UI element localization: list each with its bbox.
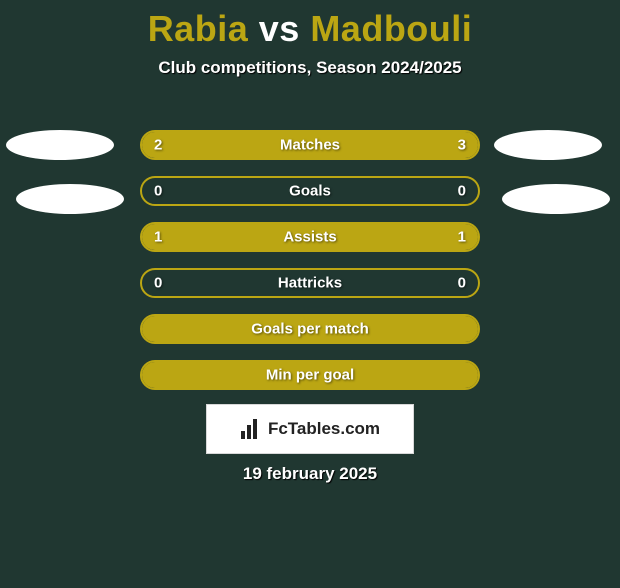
stat-value-right: 1 <box>458 229 466 246</box>
stat-label: Goals <box>289 183 331 200</box>
avatar-placeholder-left-2 <box>16 184 124 214</box>
stat-label: Matches <box>280 137 340 154</box>
stat-row: Min per goal <box>140 360 480 390</box>
bar-chart-icon <box>240 419 262 439</box>
title-player2: Madbouli <box>310 8 472 49</box>
stat-value-right: 3 <box>458 137 466 154</box>
stat-label: Hattricks <box>278 275 342 292</box>
stat-row: 0 0 Goals <box>140 176 480 206</box>
stat-row: 0 0 Hattricks <box>140 268 480 298</box>
title-vs: vs <box>259 8 300 49</box>
stat-value-left: 0 <box>154 275 162 292</box>
stat-value-left: 0 <box>154 183 162 200</box>
stat-label: Assists <box>283 229 336 246</box>
avatar-placeholder-right-1 <box>494 130 602 160</box>
badge-text-fc: Fc <box>268 419 288 438</box>
badge-text-rest: Tables.com <box>288 419 380 438</box>
subtitle: Club competitions, Season 2024/2025 <box>0 58 620 78</box>
avatar-placeholder-right-2 <box>502 184 610 214</box>
page-title: Rabia vs Madbouli <box>0 8 620 50</box>
avatar-placeholder-left-1 <box>6 130 114 160</box>
stat-row: 2 3 Matches <box>140 130 480 160</box>
stats-container: 2 3 Matches 0 0 Goals 1 1 Assists 0 0 Hattricks Goal… <box>140 130 480 406</box>
stat-value-right: 0 <box>458 275 466 292</box>
stat-value-right: 0 <box>458 183 466 200</box>
stat-value-left: 1 <box>154 229 162 246</box>
stat-value-left: 2 <box>154 137 162 154</box>
site-badge[interactable]: FcTables.com <box>206 404 414 454</box>
title-player1: Rabia <box>148 8 249 49</box>
stat-row: Goals per match <box>140 314 480 344</box>
stat-row: 1 1 Assists <box>140 222 480 252</box>
badge-text: FcTables.com <box>268 419 380 439</box>
stat-label: Min per goal <box>266 367 354 384</box>
date-label: 19 february 2025 <box>0 464 620 484</box>
stat-label: Goals per match <box>251 321 369 338</box>
